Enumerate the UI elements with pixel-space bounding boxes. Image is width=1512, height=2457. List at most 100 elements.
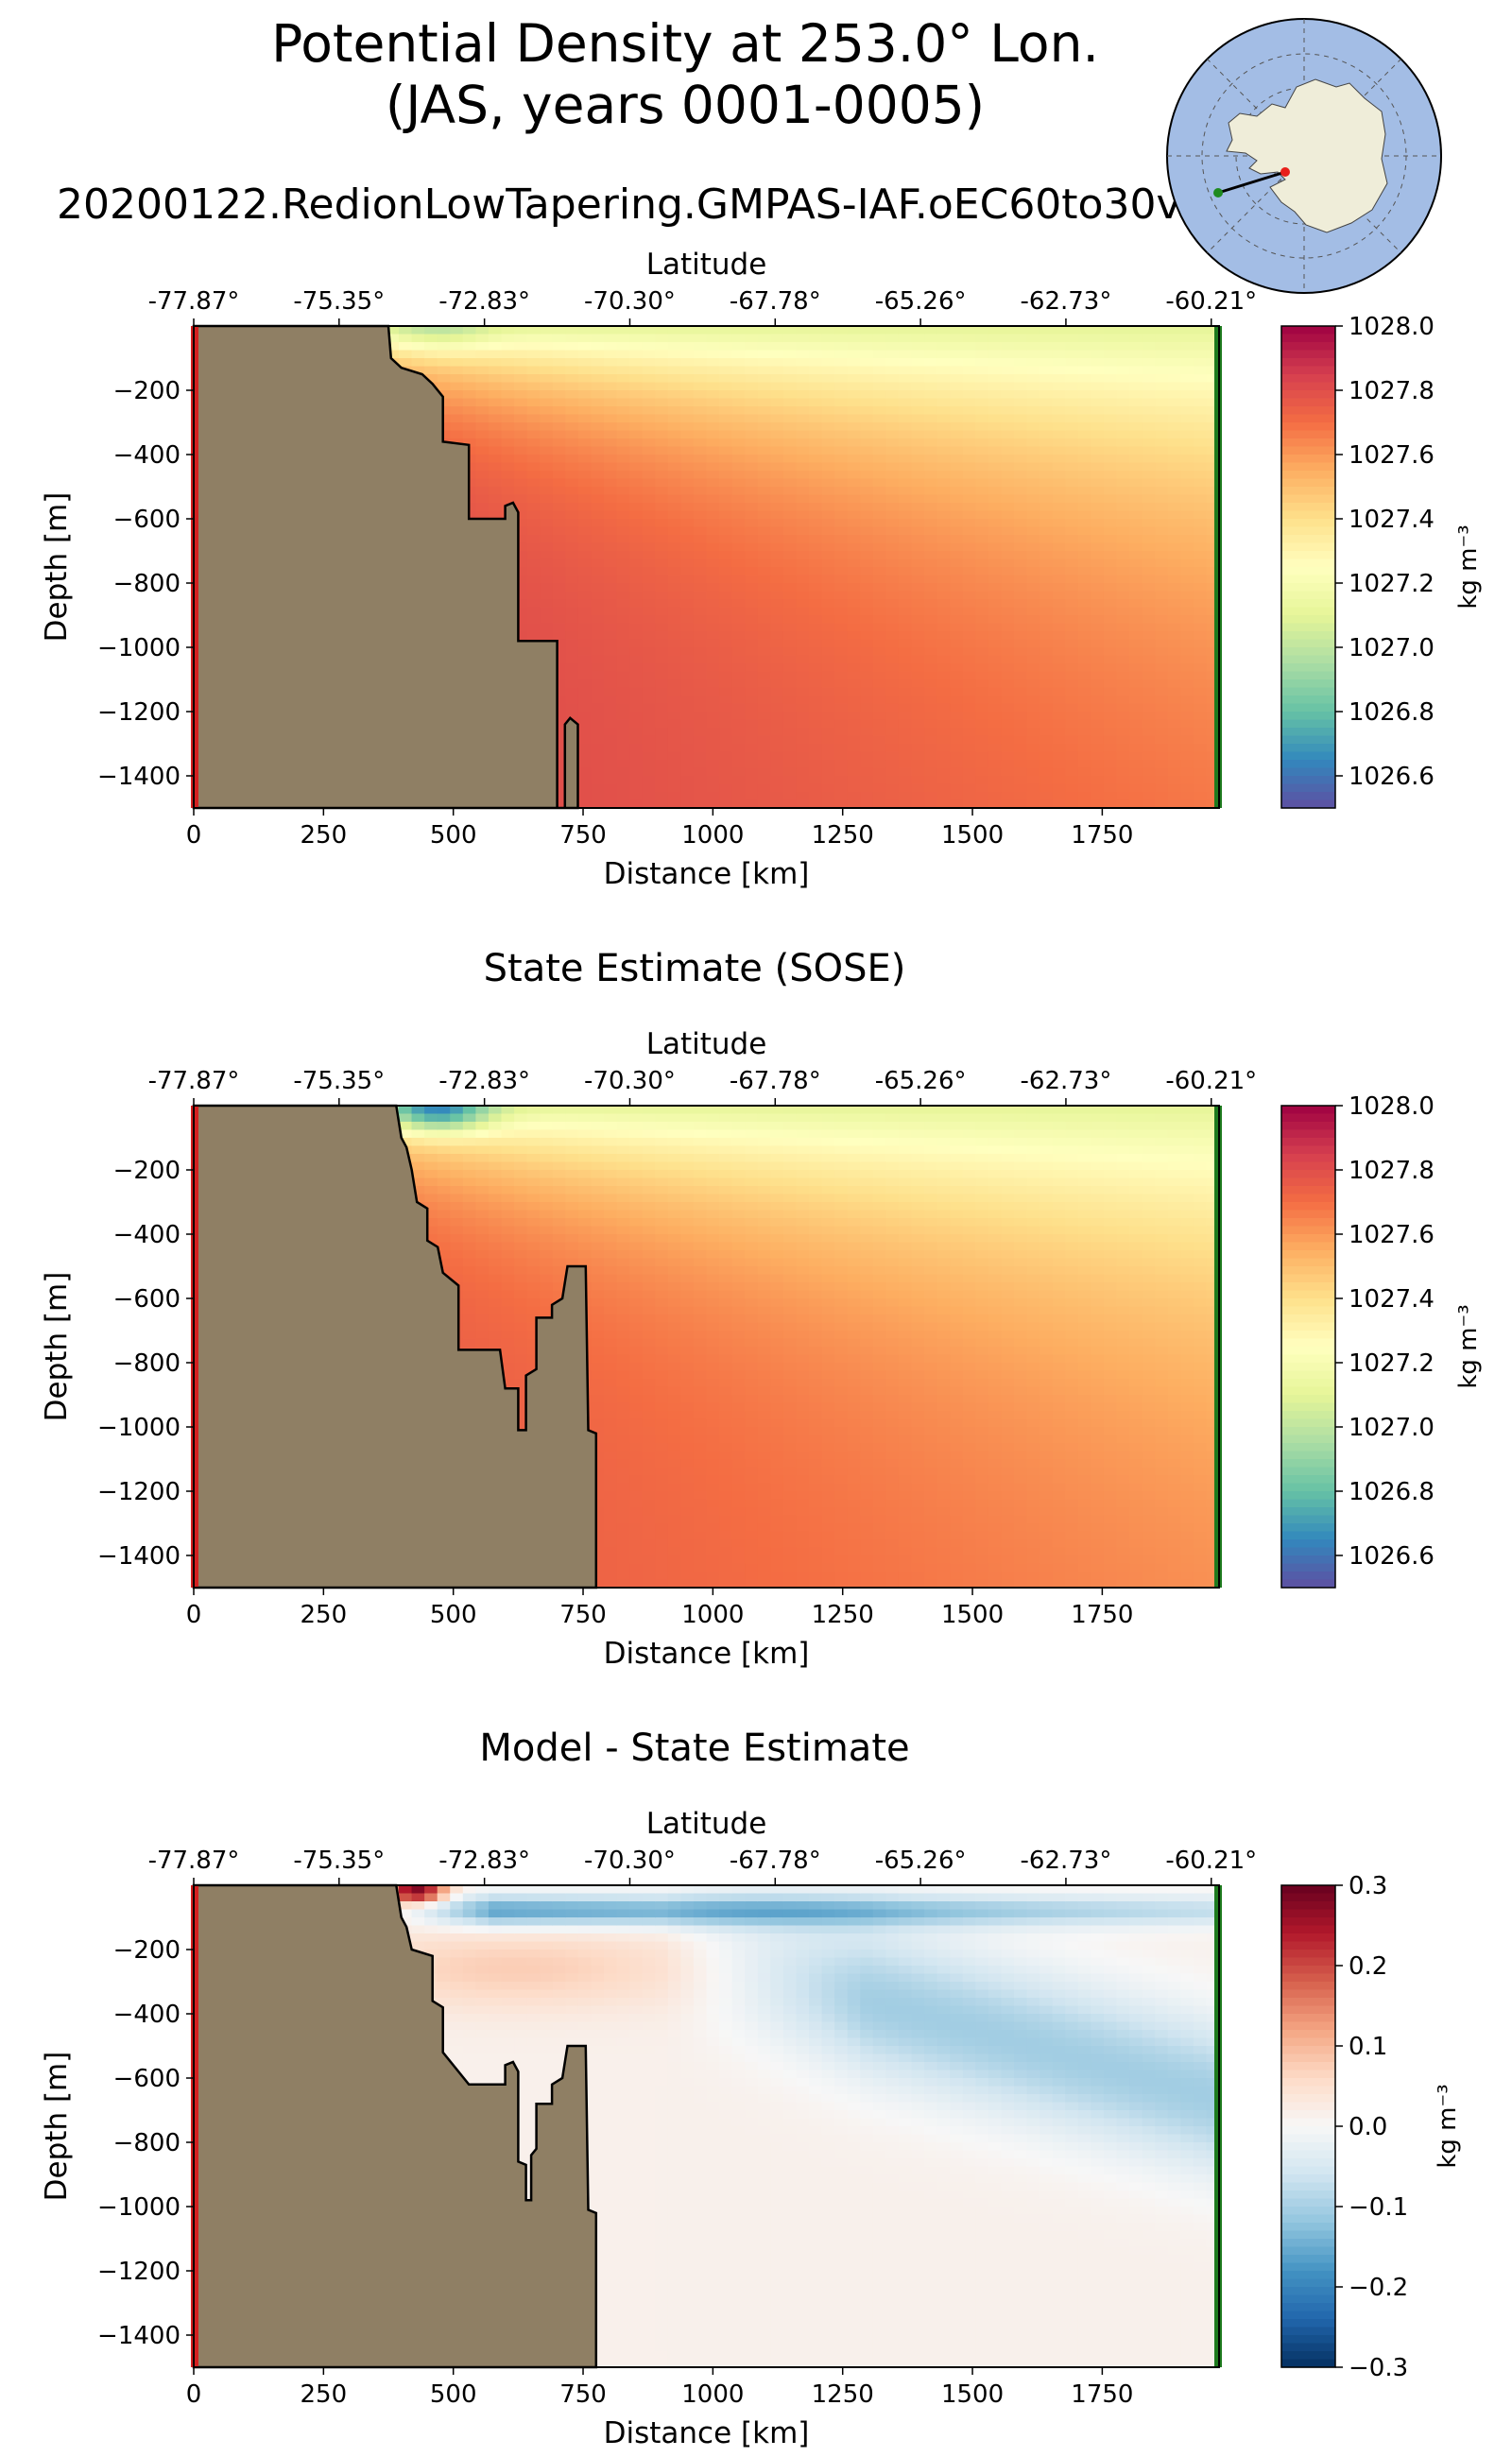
- heatmap-cell: [1103, 558, 1118, 568]
- heatmap-cell: [962, 583, 976, 593]
- heatmap-cell: [1052, 422, 1066, 432]
- heatmap-cell: [809, 631, 823, 641]
- heatmap-cell: [975, 551, 989, 560]
- heatmap-cell: [782, 728, 798, 737]
- heatmap-cell: [872, 599, 886, 609]
- heatmap-cell: [1155, 438, 1169, 448]
- heatmap-cell: [1014, 615, 1028, 625]
- heatmap-cell: [629, 446, 644, 455]
- heatmap-cell: [1155, 679, 1169, 689]
- heatmap-cell: [552, 455, 566, 464]
- heatmap-cell: [782, 696, 798, 705]
- heatmap-cell: [680, 334, 695, 343]
- heatmap-cell: [577, 510, 593, 520]
- heatmap-cell: [821, 374, 835, 384]
- heatmap-cell: [821, 487, 835, 496]
- heatmap-cell: [1001, 430, 1015, 439]
- panel-title: State Estimate (SOSE): [484, 947, 906, 990]
- heatmap-cell: [1014, 760, 1028, 769]
- heatmap-cell: [488, 406, 503, 416]
- heatmap-cell: [757, 728, 771, 737]
- heatmap-cell: [1167, 422, 1181, 432]
- heatmap-cell: [731, 631, 746, 641]
- heatmap-cell: [526, 342, 541, 352]
- heatmap-cell: [540, 494, 554, 504]
- heatmap-cell: [1040, 519, 1054, 528]
- heatmap-cell: [1014, 799, 1028, 809]
- heatmap-cell: [911, 776, 925, 785]
- heatmap-cell: [911, 446, 925, 455]
- heatmap-cell: [604, 446, 618, 455]
- heatmap-cell: [757, 414, 771, 423]
- colorbar-segment: [1281, 398, 1335, 407]
- heatmap-cell: [731, 510, 746, 520]
- heatmap-cell: [975, 471, 989, 480]
- heatmap-cell: [655, 374, 669, 384]
- heatmap-cell: [514, 558, 528, 568]
- heatmap-cell: [924, 679, 938, 689]
- heatmap-cell: [898, 631, 913, 641]
- heatmap-cell: [591, 776, 605, 785]
- heatmap-cell: [745, 623, 759, 632]
- heatmap-cell: [782, 350, 798, 359]
- heatmap-cell: [731, 728, 746, 737]
- heatmap-cell: [706, 696, 720, 705]
- heatmap-cell: [629, 583, 644, 593]
- heatmap-cell: [552, 776, 566, 785]
- heatmap-cell: [488, 326, 503, 335]
- heatmap-cell: [821, 438, 835, 448]
- heatmap-cell: [642, 535, 656, 544]
- heatmap-cell: [1206, 655, 1220, 664]
- heatmap-cell: [437, 350, 451, 359]
- heatmap-cell: [1167, 487, 1181, 496]
- heatmap-cell: [796, 430, 810, 439]
- heatmap-cell: [950, 799, 964, 809]
- heatmap-cell: [1103, 583, 1118, 593]
- heatmap-cell: [821, 687, 835, 696]
- heatmap-cell: [834, 326, 849, 335]
- heatmap-cell: [642, 471, 656, 480]
- heatmap-cell: [1155, 471, 1169, 480]
- heatmap-cell: [821, 358, 835, 368]
- heatmap-cell: [706, 487, 720, 496]
- heatmap-cell: [1077, 462, 1091, 472]
- heatmap-cell: [1129, 728, 1143, 737]
- heatmap-cell: [975, 326, 989, 335]
- heatmap-cell: [1193, 422, 1208, 432]
- heatmap-cell: [860, 687, 874, 696]
- heatmap-cell: [885, 526, 900, 536]
- heatmap-cell: [526, 358, 541, 368]
- heatmap-cell: [1206, 760, 1220, 769]
- heatmap-cell: [1026, 760, 1040, 769]
- heatmap-cell: [962, 744, 976, 753]
- heatmap-cell: [629, 334, 644, 343]
- heatmap-cell: [860, 735, 874, 745]
- heatmap-cell: [860, 607, 874, 616]
- heatmap-cell: [565, 655, 579, 664]
- heatmap-cell: [988, 696, 1003, 705]
- heatmap-cell: [962, 751, 976, 761]
- heatmap-cell: [1001, 591, 1015, 600]
- heatmap-cell: [1026, 455, 1040, 464]
- heatmap-cell: [655, 607, 669, 616]
- heatmap-cell: [667, 342, 681, 352]
- heatmap-cell: [577, 414, 593, 423]
- heatmap-cell: [847, 358, 861, 368]
- heatmap-cell: [860, 623, 874, 632]
- x-tick-label: 0: [186, 821, 202, 850]
- heatmap-cell: [782, 751, 798, 761]
- heatmap-cell: [1206, 535, 1220, 544]
- heatmap-cell: [885, 687, 900, 696]
- heatmap-cell: [1116, 655, 1130, 664]
- heatmap-cell: [437, 374, 451, 384]
- heatmap-cell: [731, 663, 746, 673]
- heatmap-cell: [642, 728, 656, 737]
- heatmap-cell: [1052, 760, 1066, 769]
- heatmap-cell: [1142, 735, 1156, 745]
- heatmap-cell: [1040, 719, 1054, 729]
- heatmap-cell: [872, 744, 886, 753]
- heatmap-cell: [1129, 455, 1143, 464]
- heatmap-cell: [1180, 455, 1194, 464]
- heatmap-cell: [885, 679, 900, 689]
- heatmap-cell: [898, 326, 913, 335]
